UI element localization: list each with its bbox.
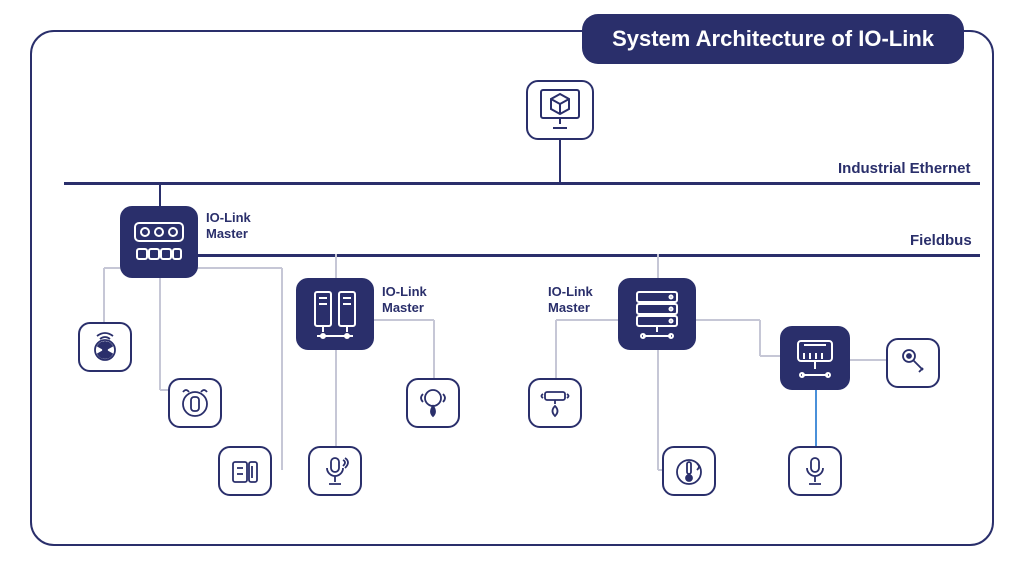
connector (657, 254, 659, 278)
connector (696, 319, 760, 321)
industrial-ethernet-bus (64, 182, 980, 185)
robot-vac-sensor (168, 378, 222, 428)
fire-sensor-icon (537, 386, 573, 420)
connector (657, 350, 659, 470)
industrial-ethernet-label: Industrial Ethernet (838, 160, 971, 177)
io-link-master-2-label: IO-LinkMaster (382, 284, 427, 315)
jack-sensor (886, 338, 940, 388)
hub-node (780, 326, 850, 390)
port-icon (790, 335, 840, 381)
connector (433, 320, 435, 378)
pc-node (526, 80, 594, 140)
connector (159, 182, 161, 206)
connector (196, 267, 282, 269)
monitor-cube-icon (537, 88, 583, 132)
fieldbus-label: Fieldbus (910, 232, 972, 249)
io-link-master-1 (120, 206, 198, 278)
connector (850, 359, 886, 361)
jack-icon (895, 346, 931, 380)
fieldbus-bus (195, 254, 980, 257)
mic-sensor-1 (308, 446, 362, 496)
temp-sensor (662, 446, 716, 496)
connector (281, 268, 283, 470)
connector (103, 268, 105, 322)
connector (335, 254, 337, 278)
diagram-frame (30, 30, 994, 546)
robot-vac-icon (177, 386, 213, 420)
mic-icon (317, 454, 353, 488)
connector (559, 140, 561, 182)
connector (815, 390, 817, 446)
radiation-icon (87, 330, 123, 364)
connector (556, 319, 618, 321)
temp-icon (671, 454, 707, 488)
fire-sensor (528, 378, 582, 428)
io-link-master-1-label: IO-LinkMaster (206, 210, 251, 241)
connector (760, 355, 780, 357)
io-link-master-2 (296, 278, 374, 350)
connector (555, 320, 557, 378)
title-badge: System Architecture of IO-Link (582, 14, 964, 64)
leak-icon (415, 386, 451, 420)
connector (335, 350, 337, 446)
connector (374, 319, 434, 321)
connector (160, 389, 168, 391)
contact-sensor (218, 446, 272, 496)
contact-sensor-icon (227, 454, 263, 488)
rack-icon (629, 288, 685, 340)
leak-sensor (406, 378, 460, 428)
io-link-master-3 (618, 278, 696, 350)
connector (159, 278, 161, 390)
connector (759, 320, 761, 356)
io-link-master-3-label: IO-LinkMaster (548, 284, 593, 315)
switch-icon (131, 217, 187, 267)
mic-sensor-2 (788, 446, 842, 496)
connector (104, 267, 120, 269)
radiation-sensor (78, 322, 132, 372)
servers-icon (307, 288, 363, 340)
mic-icon (797, 454, 833, 488)
